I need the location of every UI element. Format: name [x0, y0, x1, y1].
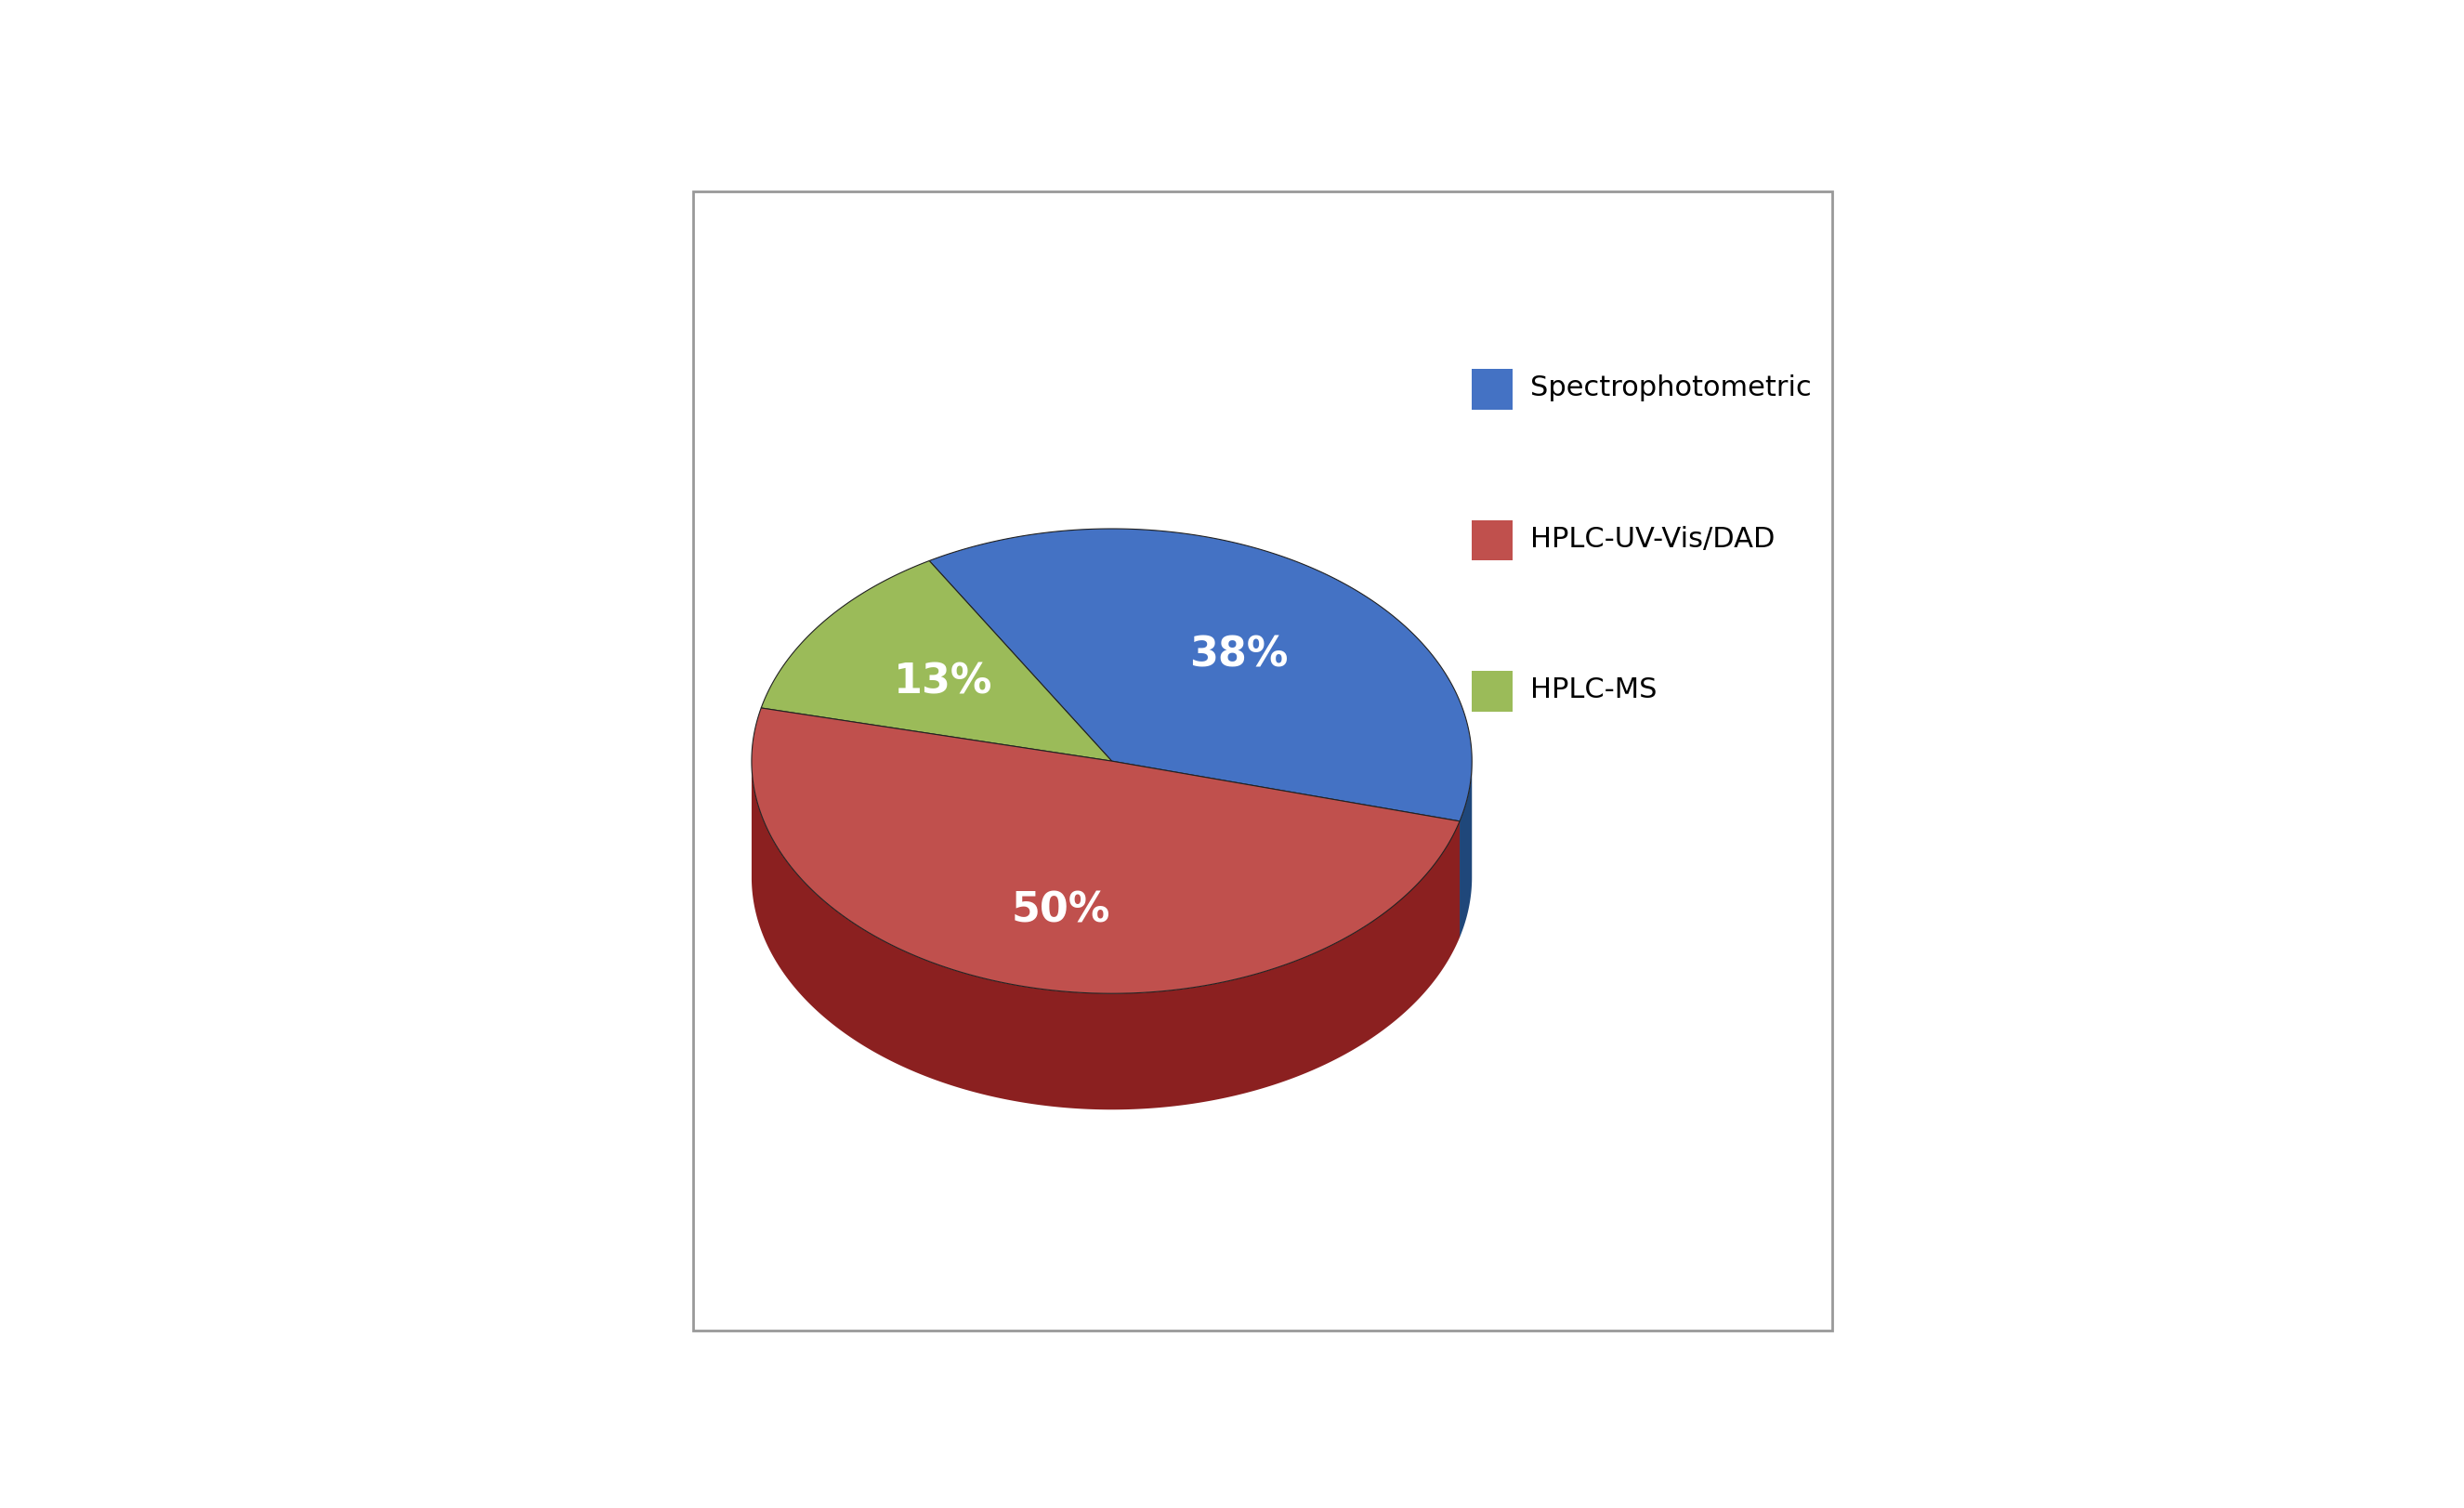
Text: HPLC-UV-Vis/DAD: HPLC-UV-Vis/DAD: [1530, 525, 1774, 552]
Polygon shape: [1459, 762, 1471, 938]
FancyBboxPatch shape: [1471, 671, 1513, 712]
FancyBboxPatch shape: [1471, 520, 1513, 561]
FancyBboxPatch shape: [1471, 369, 1513, 410]
Text: 13%: 13%: [894, 662, 993, 701]
Text: 38%: 38%: [1188, 635, 1289, 674]
Polygon shape: [761, 561, 1111, 762]
Text: 50%: 50%: [1010, 890, 1111, 929]
Polygon shape: [1111, 762, 1459, 938]
Text: Spectrophotometric: Spectrophotometric: [1530, 374, 1811, 401]
Polygon shape: [1111, 762, 1459, 938]
Polygon shape: [752, 709, 1459, 994]
Text: HPLC-MS: HPLC-MS: [1530, 677, 1656, 703]
Polygon shape: [929, 529, 1471, 822]
Polygon shape: [752, 763, 1459, 1110]
